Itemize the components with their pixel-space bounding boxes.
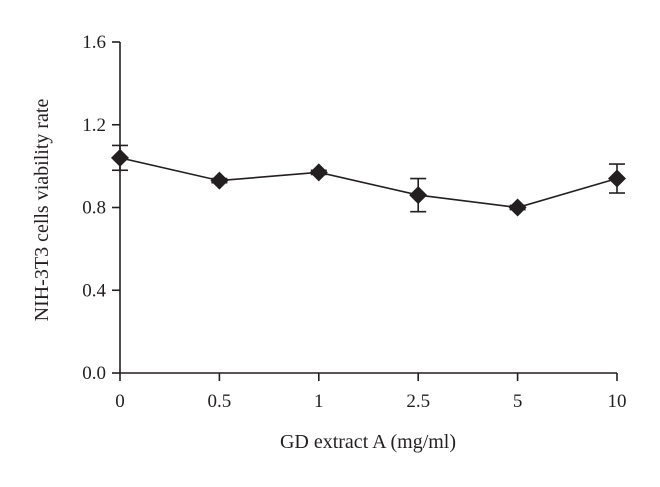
data-point-diamond xyxy=(111,148,129,167)
x-tick-label: 2.5 xyxy=(406,391,430,412)
x-tick-label: 1 xyxy=(314,391,324,412)
y-tick-label: 1.2 xyxy=(82,115,106,136)
x-tick-label: 5 xyxy=(513,391,523,412)
data-point-diamond xyxy=(409,186,428,205)
y-axis-title: NIH-3T3 cells viability rate xyxy=(31,99,53,322)
y-tick-label: 1.6 xyxy=(82,32,106,53)
data-point-diamond xyxy=(508,198,527,217)
x-tick-label: 0.5 xyxy=(208,391,232,412)
data-point-diamond xyxy=(210,171,229,190)
series-line xyxy=(119,157,618,209)
x-tick-label: 10 xyxy=(608,391,627,412)
y-tick-label: 0.4 xyxy=(82,280,106,301)
axes: 0.0 0.4 0.8 1.2 1.6 0 0.5 1 2.5 5 10 xyxy=(82,32,626,412)
y-tick-label: 0.0 xyxy=(82,363,106,384)
y-tick-label: 0.8 xyxy=(82,198,106,219)
x-axis-title: GD extract A (mg/ml) xyxy=(280,431,456,453)
x-tick-label: 0 xyxy=(115,391,125,412)
data-point-diamond xyxy=(309,163,328,182)
data-point-diamond xyxy=(608,169,626,188)
series-group xyxy=(111,144,626,217)
